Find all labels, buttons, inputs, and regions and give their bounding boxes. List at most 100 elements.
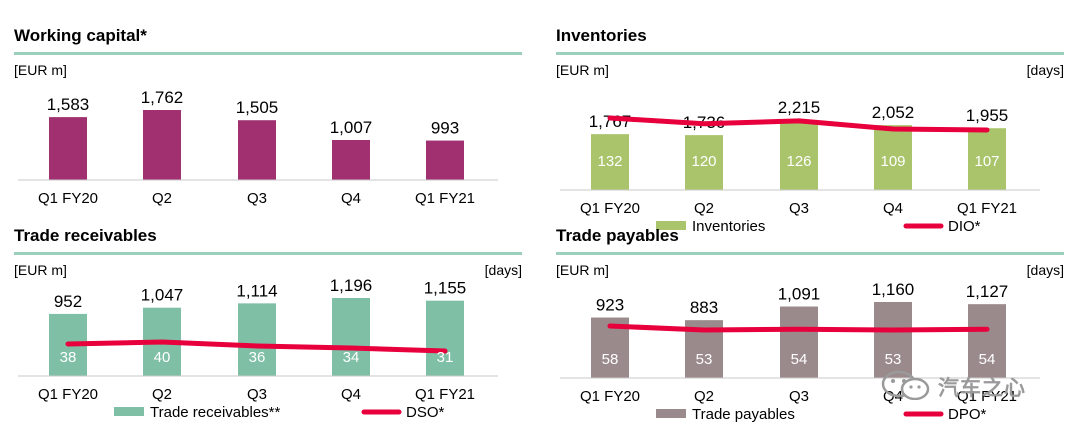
line-value-label: 53 (696, 351, 713, 368)
chart-working-capital: [EUR m] 1,583 1,762 1,505 1,007 993 Q1 FY20 Q2 Q… (14, 62, 498, 207)
y-axis-unit: [EUR m] (14, 62, 67, 78)
legend-swatch-bar (656, 221, 686, 230)
category-label: Q1 FY21 (415, 190, 475, 207)
bar (591, 134, 629, 190)
panel-trade-receivables: Trade receivables [EUR m] [days] 952 1,047 1… (14, 226, 524, 426)
category-label: Q4 (341, 386, 361, 403)
bar (49, 117, 87, 180)
category-label: Q2 (152, 190, 172, 207)
bar (426, 140, 464, 180)
bar (426, 300, 464, 376)
line-value-label: 132 (597, 153, 622, 170)
category-label: Q4 (883, 200, 903, 217)
category-label: Q1 FY20 (38, 190, 98, 207)
value-label: 1,114 (236, 281, 277, 300)
value-label: 883 (690, 298, 718, 317)
value-label: 2,215 (778, 98, 821, 117)
line-value-label: 107 (974, 153, 999, 170)
chart-title: Working capital* (14, 26, 147, 45)
bar (874, 302, 912, 378)
y-axis-unit: [EUR m] (14, 262, 67, 278)
category-label: Q3 (247, 190, 267, 207)
line-value-label: 126 (786, 153, 811, 170)
value-label: 993 (431, 119, 459, 138)
y2-axis-unit: [days] (1027, 262, 1064, 278)
bar (874, 125, 912, 190)
legend-label-bar: Trade receivables** (150, 404, 281, 421)
y2-axis-unit: [days] (485, 262, 522, 278)
value-label: 2,052 (872, 103, 915, 122)
value-label: 1,155 (424, 279, 467, 298)
legend-label-line: DPO* (948, 406, 987, 423)
line-value-label: 53 (885, 351, 902, 368)
category-label: Q3 (789, 388, 809, 405)
line-value-label: 54 (791, 351, 808, 368)
bar (332, 298, 370, 376)
line-series-DPO* (607, 323, 990, 333)
watermark: 汽车之心 (876, 366, 1066, 404)
category-label: Q1 FY21 (957, 200, 1017, 217)
panel-working-capital: Working capital* [EUR m] 1,583 1,762 1,505 1… (14, 26, 524, 226)
category-label: Q2 (152, 386, 172, 403)
bar (238, 120, 276, 180)
legend-label-line: DIO* (948, 218, 981, 235)
title-rule (556, 52, 1064, 55)
line-value-label: 120 (691, 153, 716, 170)
line-value-label: 58 (602, 351, 619, 368)
legend-label-line: DSO* (406, 404, 445, 421)
category-label: Q3 (247, 386, 267, 403)
line-value-label: 40 (154, 349, 171, 366)
legend-label-bar: Inventories (692, 218, 765, 235)
category-label: Q1 FY20 (580, 200, 640, 217)
category-label: Q1 FY21 (415, 386, 475, 403)
title-rule (14, 252, 522, 255)
value-label: 1,762 (141, 88, 184, 107)
value-label: 1,955 (966, 106, 1009, 125)
value-label: 1,196 (330, 276, 373, 295)
line-value-label: 31 (437, 349, 454, 366)
y-axis-unit: [EUR m] (556, 262, 609, 278)
title-rule (556, 252, 1064, 255)
value-label: 1,091 (778, 285, 821, 304)
line-value-label: 38 (60, 349, 77, 366)
category-label: Q4 (341, 190, 361, 207)
category-label: Q2 (694, 200, 714, 217)
chart-title: Trade payables (556, 226, 679, 245)
line-value-label: 54 (979, 351, 996, 368)
value-label: 1,007 (330, 118, 373, 137)
title-rule (14, 52, 522, 55)
watermark-text: 汽车之心 (938, 377, 1026, 400)
y2-axis-unit: [days] (1027, 62, 1064, 78)
bar (685, 135, 723, 190)
category-label: Q3 (789, 200, 809, 217)
bar (780, 306, 818, 378)
line-series-DIO* (607, 115, 990, 133)
value-label: 1,047 (141, 286, 184, 305)
bar (968, 128, 1006, 190)
value-label: 1,505 (236, 98, 279, 117)
legend-swatch-bar (114, 407, 144, 416)
chart-trade-receivables: [EUR m] [days] 952 1,047 1,114 1,196 1,155 Q1 F… (14, 262, 522, 421)
panel-inventories: Inventories [EUR m] [days] 1,767 1,736 2,215… (556, 26, 1066, 235)
legend-swatch-bar (656, 409, 686, 418)
line-value-label: 34 (343, 349, 360, 366)
y-axis-unit: [EUR m] (556, 62, 609, 78)
bar (238, 303, 276, 376)
category-label: Q1 FY21 (957, 388, 1017, 405)
value-label: 1,160 (872, 280, 915, 299)
category-label: Q1 FY20 (580, 388, 640, 405)
value-label: 1,583 (47, 95, 90, 114)
value-label: 923 (596, 296, 624, 315)
line-series-DSO* (65, 339, 448, 354)
bar (332, 139, 370, 180)
wechat-icon (881, 370, 930, 400)
value-label: 952 (54, 292, 82, 311)
bar (143, 110, 181, 180)
category-label: Q1 FY20 (38, 386, 98, 403)
chart-title: Trade receivables (14, 226, 157, 245)
value-label: 1,767 (589, 112, 632, 131)
line-value-label: 109 (880, 153, 905, 170)
bar (780, 120, 818, 190)
line-value-label: 36 (249, 349, 266, 366)
